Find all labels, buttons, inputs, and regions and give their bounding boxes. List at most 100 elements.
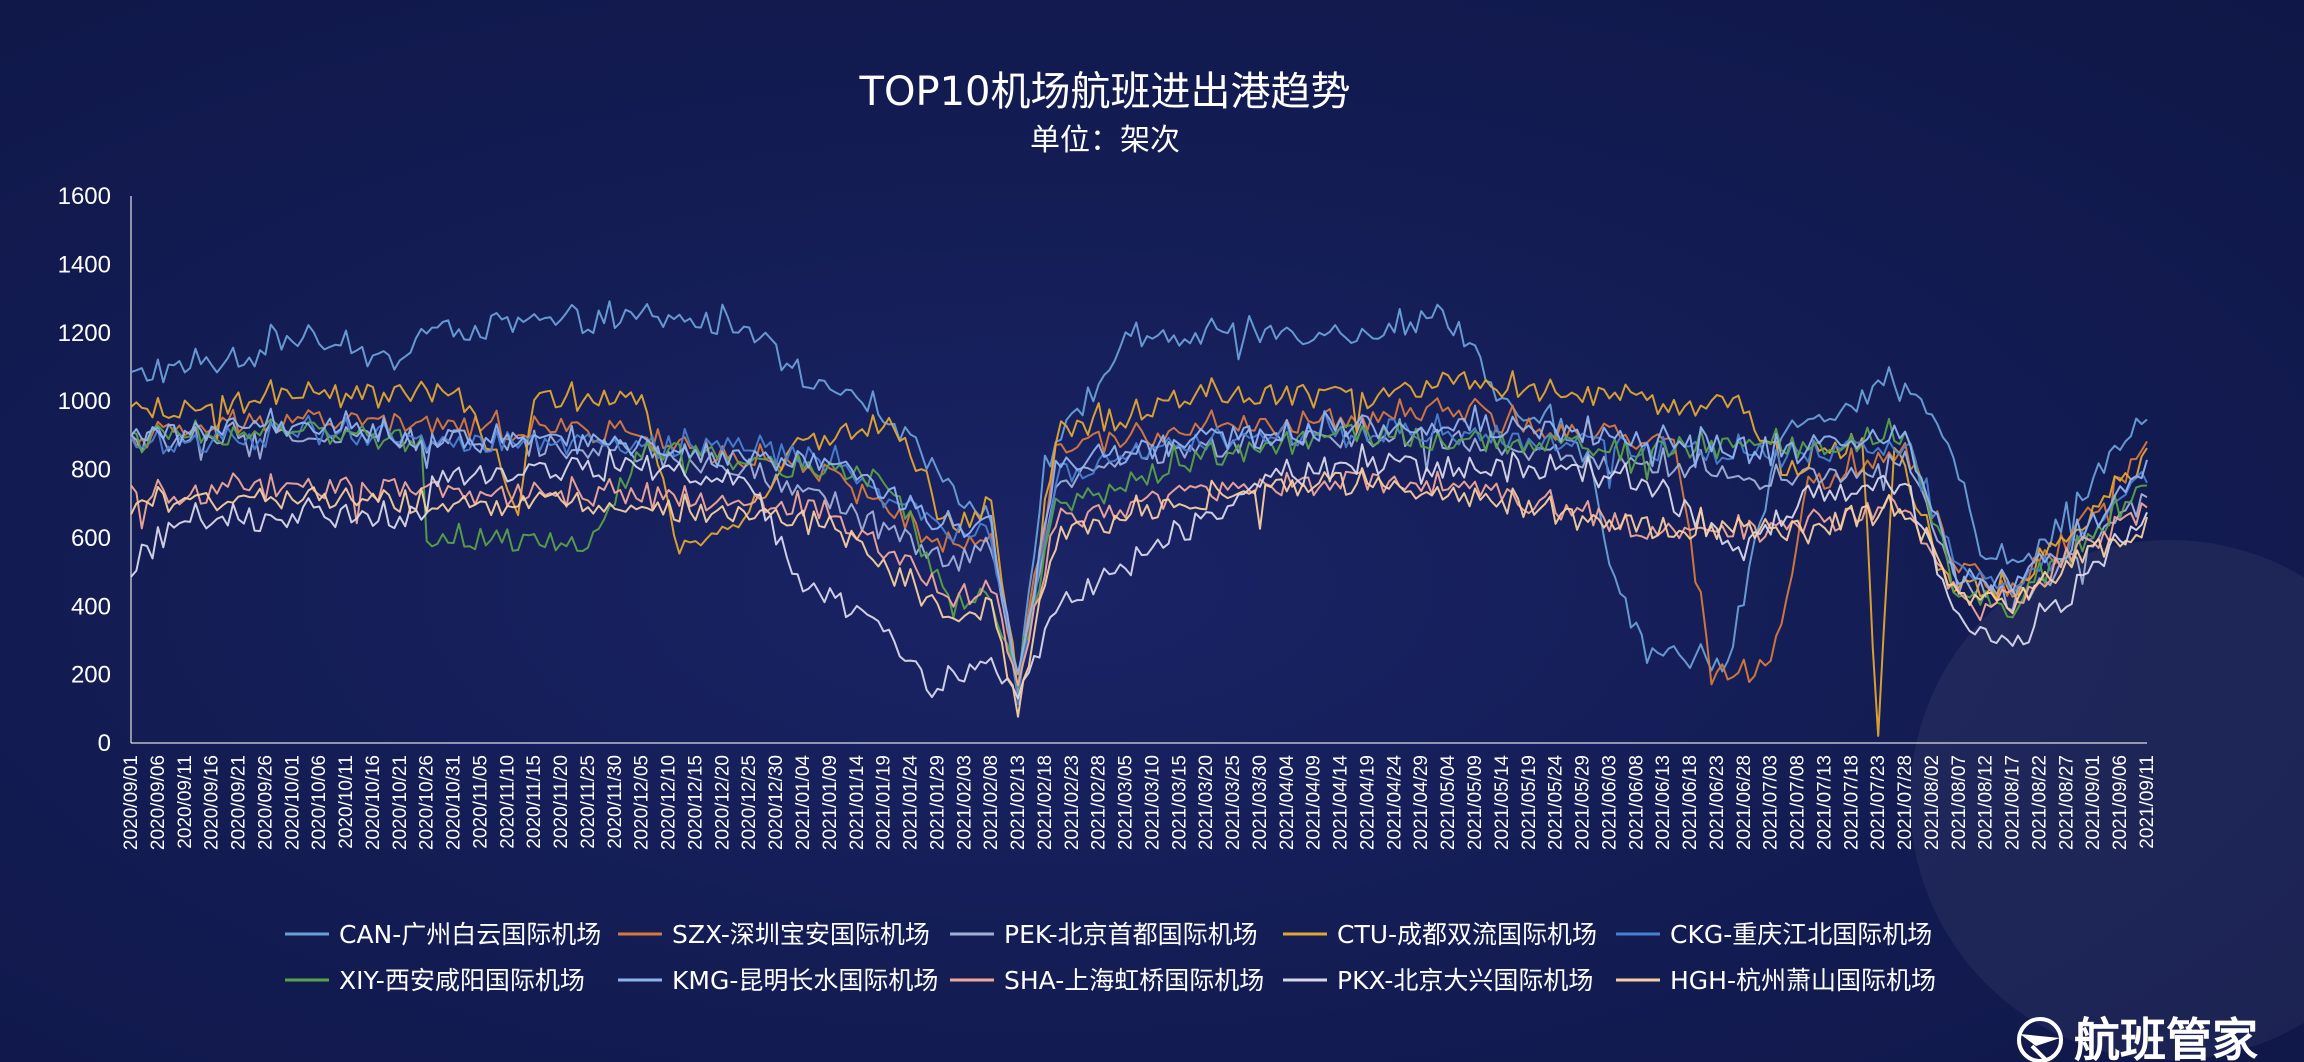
x-tick-label: 2020/12/20	[712, 755, 733, 850]
x-tick-label: 2021/06/18	[1680, 755, 1701, 850]
x-tick-label: 2020/11/10	[497, 755, 518, 849]
y-tick-label: 400	[71, 593, 111, 620]
x-tick-label: 2021/03/15	[1169, 755, 1190, 850]
series-line	[130, 467, 2148, 718]
x-tick-label: 2021/08/22	[2029, 755, 2050, 850]
x-tick-label: 2020/12/10	[659, 755, 680, 850]
x-tick-label: 2020/11/05	[470, 755, 491, 849]
legend-label: PKX-北京大兴国际机场	[1337, 966, 1593, 995]
series-line	[130, 443, 2148, 700]
x-tick-label: 2020/09/11	[175, 755, 196, 849]
legend-label: CKG-重庆江北国际机场	[1670, 920, 1932, 949]
series-line	[130, 409, 2148, 706]
legend-item[interactable]: SZX-深圳宝安国际机场	[618, 920, 930, 949]
x-tick-label: 2021/06/23	[1707, 755, 1728, 850]
x-tick-label: 2021/05/14	[1492, 755, 1513, 851]
x-tick-label: 2021/02/13	[1008, 755, 1029, 850]
legend-label: PEK-北京首都国际机场	[1004, 920, 1258, 949]
x-tick-label: 2021/01/14	[847, 755, 868, 851]
x-tick-label: 2021/03/20	[1196, 755, 1217, 850]
x-tick-label: 2020/11/20	[551, 755, 572, 849]
y-tick-label: 800	[71, 457, 111, 484]
legend-label: CTU-成都双流国际机场	[1337, 920, 1597, 949]
x-tick-label: 2020/12/15	[685, 755, 706, 850]
legend-item[interactable]: SHA-上海虹桥国际机场	[950, 966, 1264, 995]
x-tick-label: 2021/03/10	[1142, 755, 1163, 850]
x-tick-label: 2020/09/06	[148, 755, 169, 850]
legend-item[interactable]: HGH-杭州萧山国际机场	[1616, 966, 1936, 995]
x-tick-label: 2021/07/28	[1895, 755, 1916, 850]
series-line	[130, 417, 2148, 689]
plot-area	[130, 300, 2148, 737]
x-tick-label: 2020/10/06	[309, 755, 330, 850]
legend: CAN-广州白云国际机场 SZX-深圳宝安国际机场 PEK-北京首都国际机场 CTU-…	[285, 920, 1936, 995]
legend-item[interactable]: CAN-广州白云国际机场	[285, 920, 601, 949]
x-tick-label: 2021/04/29	[1411, 755, 1432, 850]
watermark-icon	[1910, 540, 2304, 1060]
legend-item[interactable]: XIY-西安咸阳国际机场	[285, 966, 585, 995]
x-tick-label: 2021/05/09	[1465, 755, 1486, 850]
x-tick-label: 2021/07/03	[1761, 755, 1782, 850]
legend-item[interactable]: PEK-北京首都国际机场	[950, 920, 1258, 949]
series-line	[130, 300, 2148, 701]
y-tick-label: 0	[98, 730, 111, 757]
series-line	[130, 418, 2148, 701]
x-tick-label: 2021/08/17	[2003, 755, 2024, 850]
y-tick-label: 1000	[58, 388, 111, 415]
x-tick-label: 2020/11/30	[605, 755, 626, 849]
y-tick-label: 1600	[58, 183, 111, 210]
x-tick-label: 2021/02/23	[1062, 755, 1083, 850]
x-tick-label: 2021/04/09	[1304, 755, 1325, 850]
x-tick-label: 2021/06/08	[1626, 755, 1647, 850]
x-tick-label: 2021/04/24	[1384, 755, 1405, 851]
legend-label: SHA-上海虹桥国际机场	[1004, 966, 1264, 995]
brand-logo: 航班管家	[2017, 1013, 2258, 1062]
x-tick-label: 2021/04/04	[1277, 755, 1298, 851]
x-tick-label: 2021/02/18	[1035, 755, 1056, 850]
x-tick-label: 2020/12/30	[766, 755, 787, 850]
legend-item[interactable]: CKG-重庆江北国际机场	[1616, 920, 1932, 949]
x-tick-label: 2020/11/15	[524, 755, 545, 849]
x-tick-label: 2021/05/19	[1519, 755, 1540, 850]
x-tick-label: 2020/12/25	[739, 755, 760, 850]
legend-label: SZX-深圳宝安国际机场	[672, 920, 930, 949]
y-tick-label: 1200	[58, 320, 111, 347]
x-tick-label: 2021/07/18	[1841, 755, 1862, 850]
legend-item[interactable]: PKX-北京大兴国际机场	[1283, 966, 1593, 995]
x-tick-label: 2020/09/16	[202, 755, 223, 850]
x-tick-label: 2021/08/02	[1922, 755, 1943, 850]
x-tick-label: 2021/03/30	[1250, 755, 1271, 850]
x-tick-label: 2021/08/27	[2056, 755, 2077, 850]
x-tick-label: 2020/09/01	[121, 755, 142, 850]
brand-name: 航班管家	[2074, 1013, 2258, 1062]
legend-item[interactable]: KMG-昆明长水国际机场	[618, 966, 938, 995]
x-tick-label: 2021/03/25	[1223, 755, 1244, 850]
x-tick-label: 2021/01/19	[874, 755, 895, 850]
x-tick-label: 2021/06/13	[1653, 755, 1674, 850]
x-tick-label: 2021/05/29	[1573, 755, 1594, 850]
x-tick-label: 2020/10/26	[417, 755, 438, 850]
x-tick-label: 2021/02/08	[981, 755, 1002, 850]
x-tick-label: 2021/09/01	[2083, 755, 2104, 850]
x-tick-label: 2020/10/31	[444, 755, 465, 850]
x-tick-label: 2021/02/03	[954, 755, 975, 850]
x-tick-label: 2020/10/11	[336, 755, 357, 849]
x-tick-label: 2020/10/01	[282, 755, 303, 850]
x-tick-label: 2020/11/25	[578, 755, 599, 849]
x-axis: 2020/09/01 2020/09/06 2020/09/11 2020/09/16…	[121, 755, 2158, 851]
y-tick-label: 600	[71, 525, 111, 552]
legend-item[interactable]: CTU-成都双流国际机场	[1283, 920, 1597, 949]
globe-plane-icon	[2017, 1017, 2063, 1062]
x-tick-label: 2021/05/04	[1438, 755, 1459, 851]
chart-title: TOP10机场航班进出港趋势	[859, 69, 1351, 115]
legend-label: HGH-杭州萧山国际机场	[1670, 966, 1936, 995]
x-tick-label: 2021/03/05	[1116, 755, 1137, 850]
y-tick-label: 1400	[58, 251, 111, 278]
series-line	[130, 404, 2148, 676]
x-tick-label: 2020/10/16	[363, 755, 384, 850]
x-tick-label: 2021/01/24	[901, 755, 922, 851]
y-axis: 0 200 400 600 800 1000 1200 1400 1600	[58, 183, 111, 757]
x-tick-label: 2021/09/11	[2137, 755, 2158, 849]
x-tick-label: 2021/07/13	[1814, 755, 1835, 850]
